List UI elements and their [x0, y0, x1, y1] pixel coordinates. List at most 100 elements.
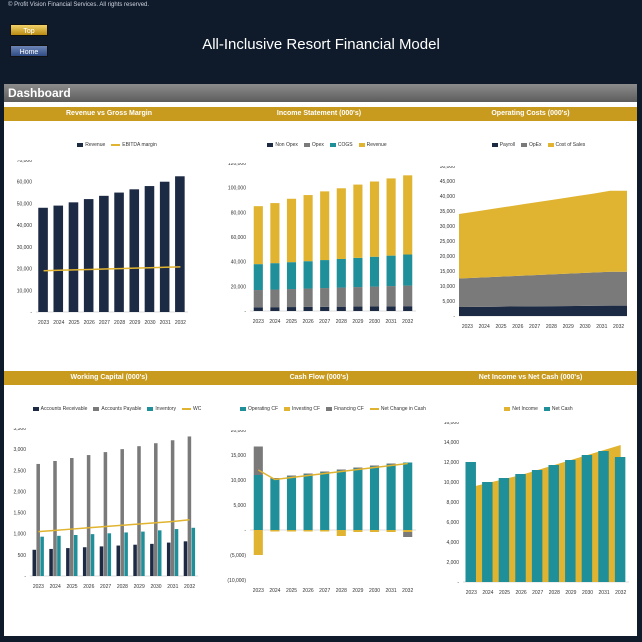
legend-label: Payroll: [499, 142, 516, 148]
legend-label: COGS: [337, 142, 353, 148]
x-tick-label: 2024: [479, 324, 490, 330]
x-tick-label: 2025: [66, 584, 77, 590]
x-tick-label: 2029: [563, 324, 574, 330]
legend-label: Accounts Receivable: [40, 406, 88, 412]
bar-revenue: [144, 186, 155, 312]
bar-investing-cf: [303, 530, 313, 532]
x-tick-label: 2025: [495, 324, 506, 330]
bar-financing-cf: [303, 473, 313, 475]
bar-accounts-receivable: [82, 547, 87, 576]
dashboard-header-bar: Dashboard: [4, 84, 637, 102]
x-tick-label: 2028: [114, 320, 125, 326]
y-tick-label: 2,000: [13, 489, 26, 495]
legend-swatch: [358, 142, 365, 147]
bar-operating-cf: [286, 476, 297, 530]
legend-swatch: [329, 142, 336, 147]
top-button[interactable]: Top: [10, 24, 48, 36]
legend-label: Non Opex: [275, 142, 298, 148]
x-tick-label: 2024: [269, 319, 280, 325]
bar-net-cash: [581, 455, 593, 582]
bar-revenue: [38, 207, 48, 312]
chart-opc: - 5,000 10,000 15,000 20,000 25,000 30,000 35,0…: [440, 166, 627, 330]
x-tick-label: 2027: [99, 320, 110, 326]
bar-revenue: [403, 175, 413, 255]
y-tick-label: -: [453, 314, 455, 320]
bar-inventory: [157, 530, 162, 576]
bar-opex: [336, 287, 346, 307]
bar-accounts-receivable: [116, 545, 121, 576]
y-tick-label: 12,000: [444, 460, 460, 466]
bar-revenue: [129, 189, 140, 312]
bar-accounts-payable: [53, 460, 57, 576]
legend-label: Net Income: [512, 406, 538, 412]
y-tick-label: 2,000: [446, 560, 459, 566]
bar-accounts-payable: [86, 455, 91, 576]
bar-investing-cf: [286, 530, 297, 532]
bar-net-cash: [614, 457, 626, 582]
y-tick-label: 15,000: [440, 269, 456, 275]
bar-inventory: [191, 527, 196, 576]
chart-legend-wc: Accounts Receivable Accounts Payable Inven…: [24, 406, 204, 412]
x-tick-label: 2032: [402, 588, 413, 594]
y-tick-label: 60,000: [231, 235, 247, 241]
bar-inventory: [141, 531, 145, 576]
bar-cogs: [403, 254, 413, 286]
x-tick-label: 2031: [386, 588, 397, 594]
x-tick-label: 2031: [386, 319, 397, 325]
y-tick-label: 5,000: [442, 299, 455, 305]
x-tick-label: 2025: [286, 319, 297, 325]
bar-net-cash: [515, 474, 526, 582]
x-tick-label: 2024: [269, 588, 280, 594]
bar-operating-cf: [253, 475, 263, 530]
bar-cogs: [303, 261, 313, 289]
x-tick-label: 2031: [160, 320, 171, 326]
chart-wc: - 500 1,000 1,500 2,000 2,500 3,000 3,500 2023 20…: [13, 428, 198, 590]
bar-non-opex: [336, 306, 346, 311]
legend-swatch: [326, 406, 333, 411]
x-tick-label: 2024: [53, 320, 64, 326]
x-tick-label: 2026: [512, 324, 523, 330]
chart-legend-inc: Non Opex Opex COGS Revenue: [234, 142, 414, 148]
bar-accounts-receivable: [150, 543, 154, 576]
x-tick-label: 2030: [369, 588, 380, 594]
bar-revenue: [320, 191, 330, 261]
y-tick-label: 14,000: [444, 440, 460, 446]
bar-investing-cf: [270, 530, 280, 532]
x-tick-label: 2023: [33, 584, 44, 590]
y-tick-label: 4,000: [446, 540, 459, 546]
chart-ni: - 2,000 4,000 6,000 8,000 10,000 12,000 14,000 1…: [444, 422, 629, 596]
x-tick-label: 2027: [319, 588, 330, 594]
bar-revenue: [303, 195, 313, 262]
bar-financing-cf: [403, 532, 413, 537]
bar-non-opex: [286, 307, 297, 311]
legend-swatch: [504, 406, 511, 411]
legend-swatch: [240, 406, 246, 411]
bar-non-opex: [369, 306, 380, 311]
bar-revenue: [159, 181, 170, 312]
bar-non-opex: [386, 306, 396, 311]
x-tick-label: 2023: [466, 590, 477, 596]
bar-accounts-receivable: [99, 546, 104, 576]
bar-operating-cf: [369, 466, 380, 530]
x-tick-label: 2030: [144, 320, 155, 326]
chart-legend-opc: Payroll OpEx Cost of Sales: [444, 142, 627, 148]
legend-label: EBITDA margin: [122, 142, 157, 148]
bar-revenue: [270, 203, 280, 264]
legend-swatch: [547, 142, 554, 147]
x-tick-label: 2023: [462, 324, 473, 330]
y-tick-label: 50,000: [440, 166, 456, 170]
home-button[interactable]: Home: [10, 45, 48, 57]
x-tick-label: 2023: [253, 319, 264, 325]
legend-label: Inventory: [155, 406, 176, 412]
y-tick-label: -: [244, 528, 246, 534]
dashboard-label: Dashboard: [8, 86, 71, 100]
bar-revenue: [253, 206, 263, 265]
bar-investing-cf: [353, 530, 363, 532]
bar-investing-cf: [320, 530, 330, 532]
bar-inventory: [57, 535, 61, 576]
bar-accounts-payable: [120, 449, 124, 576]
y-tick-label: -: [24, 574, 26, 580]
bar-non-opex: [303, 306, 313, 311]
x-tick-label: 2030: [582, 590, 593, 596]
legend-swatch: [111, 143, 121, 146]
